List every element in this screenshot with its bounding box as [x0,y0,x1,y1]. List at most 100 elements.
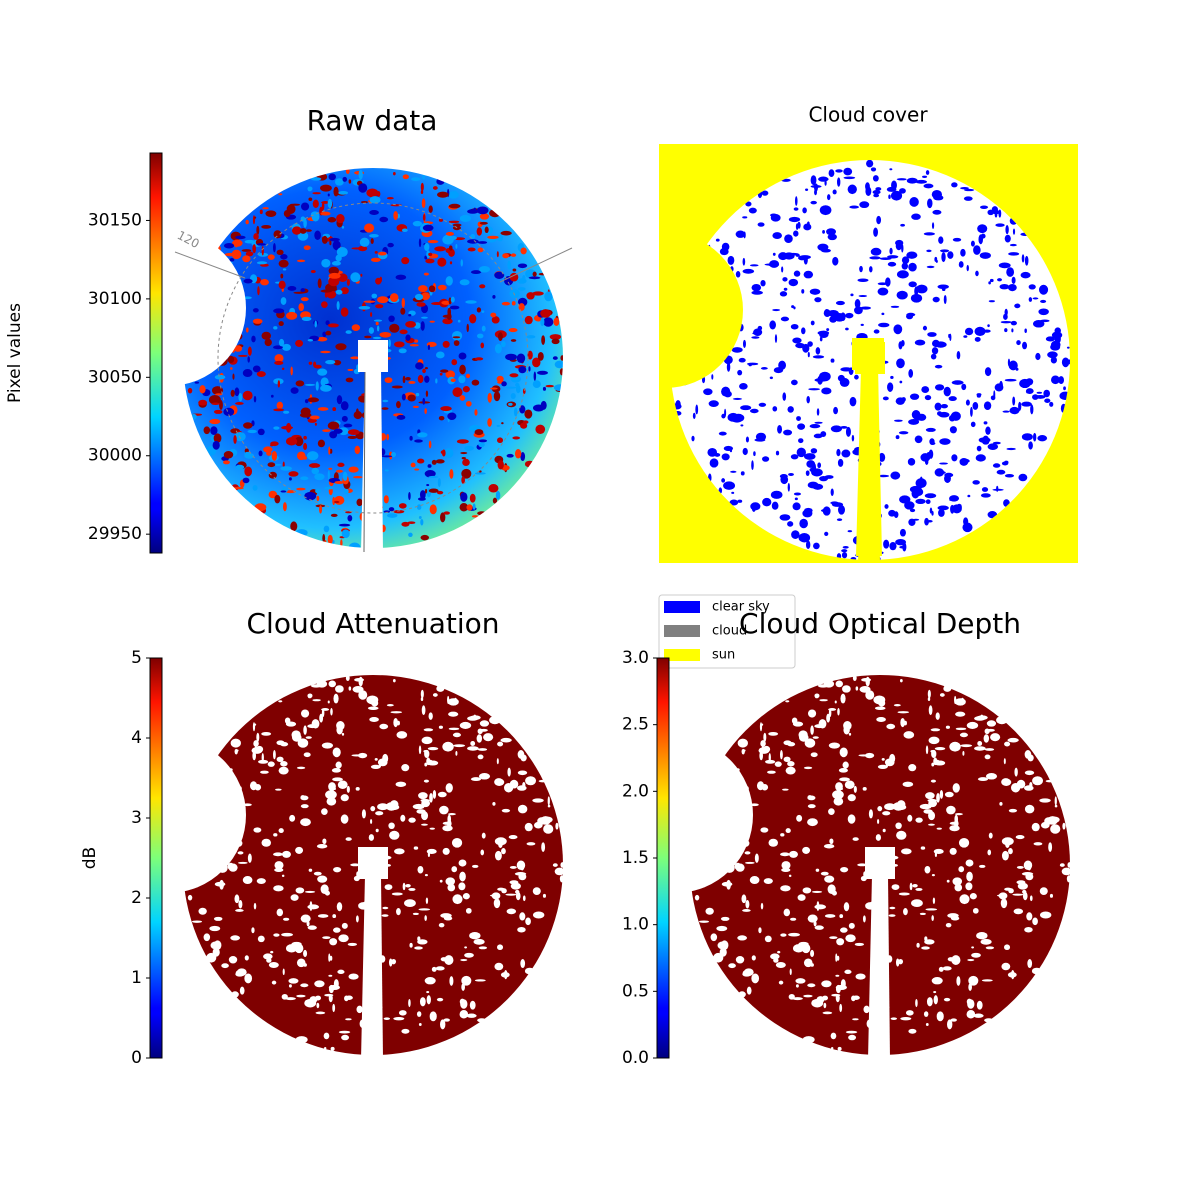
texture [373,1005,383,1009]
texture [888,194,891,199]
texture [476,307,482,313]
texture [772,406,778,412]
texture [515,891,521,901]
texture [986,728,995,732]
texture [853,785,857,793]
texture [788,472,794,476]
texture [363,1039,375,1048]
azimuth-line [174,251,246,279]
texture [937,471,946,475]
texture [432,186,438,190]
texture [427,464,432,468]
texture [976,393,981,398]
texture [476,734,483,743]
texture [393,1016,405,1021]
texture [243,422,253,429]
texture [742,339,746,348]
texture [723,355,733,365]
texture [320,211,331,216]
texture [807,818,818,827]
texture [497,944,504,951]
texture [330,513,338,518]
texture [952,877,963,886]
texture [855,686,859,691]
texture [541,335,546,345]
texture [1028,297,1033,302]
texture [922,175,928,179]
texture [533,371,537,381]
texture [727,331,734,341]
texture [870,1039,882,1048]
texture [351,247,362,250]
texture [899,528,906,537]
texture [528,276,541,280]
texture [408,998,411,1008]
texture [891,884,900,890]
texture [323,744,327,747]
texture [857,863,867,867]
texture [848,732,852,736]
texture [469,314,477,324]
texture [393,509,405,514]
texture [256,878,266,884]
texture [831,993,841,997]
texture [728,963,736,969]
texture [518,366,527,374]
texture [233,277,241,284]
texture [943,997,951,1002]
texture [289,814,296,822]
texture [405,320,417,328]
texture [380,855,392,860]
texture [772,252,776,256]
texture [420,321,425,331]
texture [338,523,351,527]
texture [524,409,533,419]
texture [381,914,389,917]
texture [718,803,730,810]
texture [762,745,771,753]
texture [937,505,949,511]
texture [889,542,897,551]
texture [462,458,470,467]
texture [532,887,541,896]
texture [773,958,779,963]
texture [484,733,489,741]
texture [352,475,363,479]
texture [974,336,981,342]
texture [243,278,253,284]
texture [726,362,731,372]
texture [379,432,387,441]
texture [348,542,361,552]
texture [966,1009,976,1019]
texture [329,240,332,246]
texture [374,251,378,254]
texture [353,368,360,375]
texture [962,751,965,756]
texture [999,284,1010,290]
texture [203,933,211,942]
texture [273,463,282,466]
texture [772,308,781,312]
texture [517,804,528,814]
texture [505,893,517,896]
texture [488,484,499,493]
texture [325,320,330,326]
texture [303,752,311,758]
texture [459,1009,469,1019]
texture [211,402,220,405]
texture [1060,403,1067,413]
texture [267,462,276,468]
texture [484,226,489,234]
texture [988,832,993,839]
texture [448,203,461,209]
texture [526,335,536,339]
texture [758,927,762,934]
texture [735,768,740,772]
texture [804,507,813,514]
texture [882,828,886,833]
texture [553,384,566,392]
texture [899,678,903,683]
texture [416,504,422,510]
texture [935,759,940,764]
texture [1054,796,1057,806]
